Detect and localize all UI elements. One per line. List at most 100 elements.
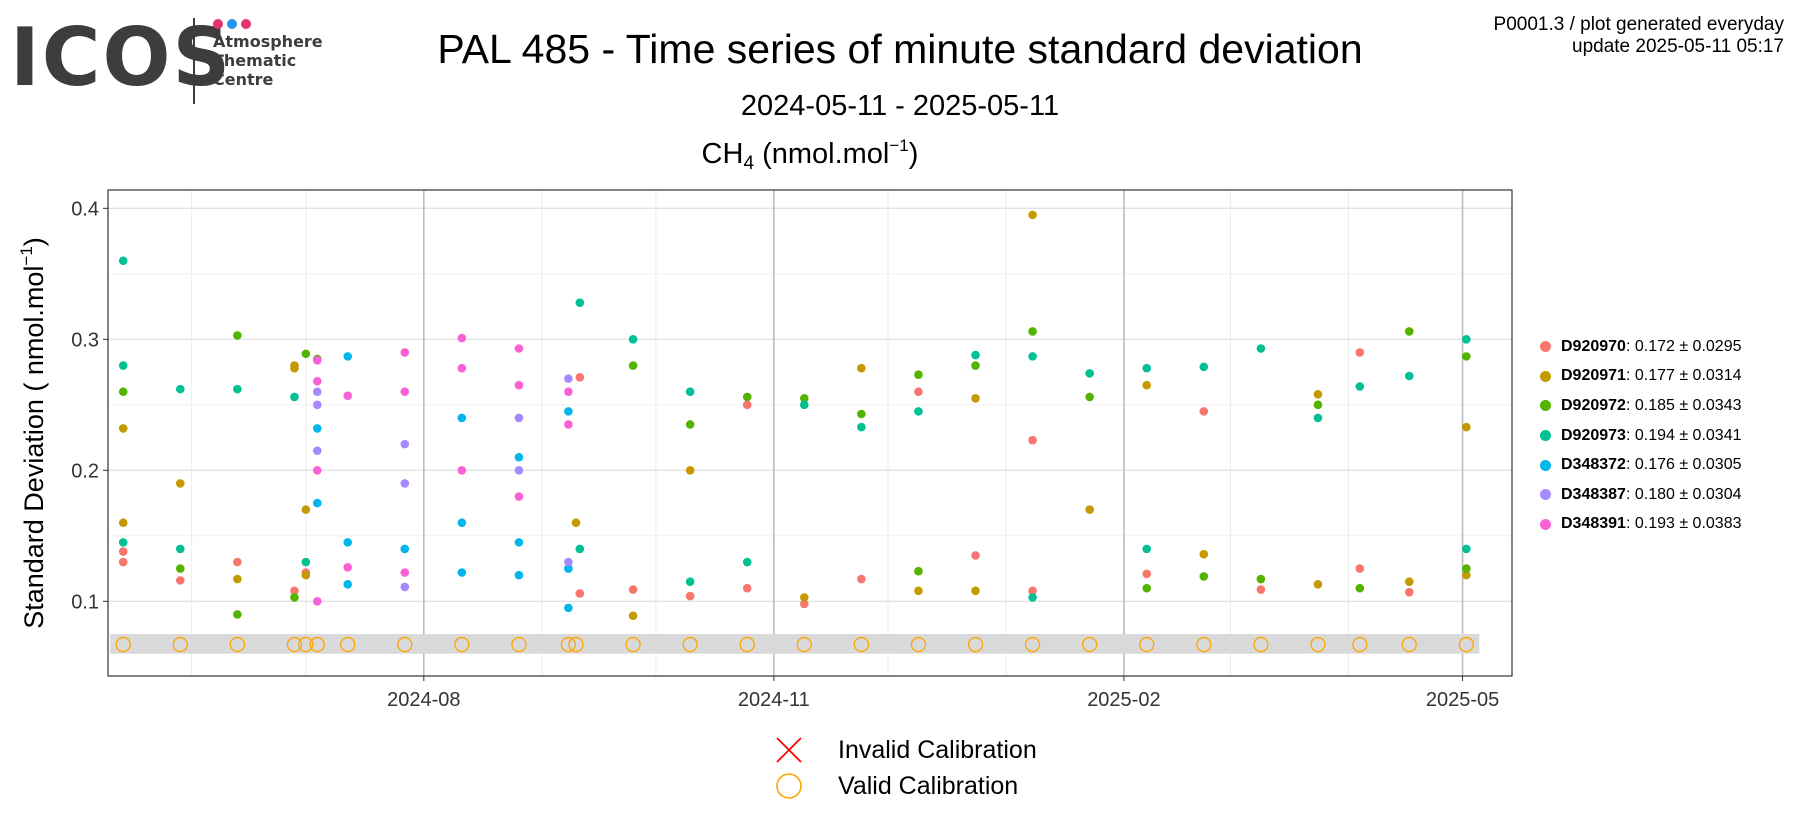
- valid-calibration-marker: [910, 636, 927, 653]
- valid-calibration-marker: [739, 636, 755, 653]
- data-point: [400, 479, 410, 488]
- data-point: [1028, 586, 1037, 596]
- data-point: [290, 392, 299, 402]
- data-point: [118, 518, 128, 528]
- valid-calibration-marker: [1458, 636, 1474, 653]
- data-point: [290, 593, 299, 602]
- y-tick-label: 0.3: [71, 329, 99, 351]
- data-point: [1355, 348, 1365, 357]
- data-point: [343, 391, 353, 400]
- data-point: [233, 557, 242, 567]
- data-point: [312, 446, 322, 455]
- data-point: [971, 361, 980, 370]
- x-tick-label: 2024-11: [738, 689, 810, 711]
- logo-dot-2: [227, 19, 237, 29]
- y-axis-label-close: ): [19, 237, 49, 246]
- data-point: [1404, 327, 1414, 336]
- data-point: [233, 331, 242, 340]
- data-point: [564, 374, 573, 383]
- data-point: [457, 413, 467, 423]
- data-point: [400, 582, 410, 592]
- data-point: [1199, 549, 1209, 559]
- calibration-band-rect: [110, 634, 1480, 654]
- data-point: [175, 479, 185, 488]
- data-point: [343, 562, 353, 572]
- data-point: [1028, 435, 1037, 445]
- valid-calibration-marker: [309, 636, 325, 653]
- valid-calibration-marker: [853, 636, 870, 653]
- legend-swatch: [1540, 341, 1551, 353]
- data-point: [343, 580, 353, 589]
- valid-calibration-marker: [1139, 636, 1155, 653]
- data-point: [400, 387, 410, 397]
- data-point: [312, 400, 322, 410]
- circle-shape: [776, 773, 802, 799]
- data-point: [1404, 587, 1414, 597]
- data-point: [971, 350, 980, 360]
- data-point: [1355, 382, 1365, 391]
- legend-item: D348387: 0.180 ± 0.0304: [1540, 480, 1742, 510]
- legend-swatch: [1540, 370, 1551, 382]
- valid-calibration-marker: [560, 636, 577, 653]
- data-point: [343, 538, 353, 547]
- data-point: [118, 424, 128, 433]
- data-point: [1199, 572, 1209, 581]
- invalid-calibration-label: Invalid Calibration: [838, 735, 1037, 764]
- data-point: [312, 498, 322, 508]
- calibration-legend-invalid: Invalid Calibration: [770, 732, 1037, 768]
- series-D920973: [118, 256, 1471, 602]
- legend-series-name: D348372: [1561, 456, 1626, 474]
- data-point: [457, 466, 467, 475]
- data-point: [685, 591, 695, 601]
- y-axis-label: Standard Deviation ( nmol.mol−1): [17, 237, 49, 629]
- calibration-band: [110, 634, 1480, 654]
- data-point: [514, 492, 524, 501]
- data-point: [799, 393, 809, 403]
- logo-dot-1: [213, 19, 223, 29]
- data-point: [575, 373, 585, 382]
- data-points: [118, 210, 1471, 621]
- data-point: [118, 547, 128, 556]
- y-axis-label-text: Standard Deviation ( nmol.mol: [19, 266, 49, 629]
- series-legend: D920970: 0.172 ± 0.0295 D920971: 0.177 ± …: [1540, 332, 1742, 539]
- valid-calibration-marker: [511, 636, 527, 653]
- data-point: [685, 387, 695, 397]
- data-point: [175, 576, 185, 585]
- data-point: [312, 387, 322, 397]
- data-point: [685, 466, 695, 475]
- legend-series-name: D920972: [1561, 396, 1626, 414]
- logo-text: Atmosphere Thematic Centre: [213, 32, 323, 89]
- y-tick-label: 0.4: [71, 198, 99, 220]
- data-point: [175, 384, 185, 394]
- data-point: [1028, 327, 1037, 336]
- data-point: [301, 570, 311, 580]
- data-point: [514, 570, 524, 580]
- valid-calibration-marker: [682, 636, 698, 653]
- y-tick-label: 0.2: [71, 460, 99, 482]
- data-point: [400, 348, 410, 357]
- data-point: [290, 586, 299, 596]
- data-point: [312, 424, 322, 433]
- valid-calibration-marker: [796, 636, 812, 653]
- data-point: [628, 585, 638, 594]
- data-point: [233, 574, 242, 584]
- data-point: [1404, 371, 1414, 381]
- logo-line-1: Atmosphere: [213, 32, 323, 51]
- grid: [108, 190, 1512, 676]
- data-point: [857, 422, 866, 432]
- legend-series-stat: : 0.172 ± 0.0295: [1625, 337, 1742, 355]
- y-tick-label: 0.1: [71, 591, 99, 613]
- data-point: [857, 363, 866, 373]
- calibration-markers: [115, 636, 1474, 653]
- data-point: [799, 593, 809, 602]
- valid-calibration-marker: [1310, 636, 1326, 653]
- data-point: [457, 568, 467, 577]
- legend-series-stat: : 0.177 ± 0.0314: [1625, 367, 1742, 385]
- valid-calibration-marker: [1253, 636, 1269, 653]
- data-point: [118, 557, 128, 567]
- data-point: [1142, 363, 1152, 373]
- data-point: [1462, 422, 1471, 432]
- data-point: [1085, 369, 1094, 378]
- logo-dots: [213, 16, 255, 34]
- data-point: [514, 344, 524, 353]
